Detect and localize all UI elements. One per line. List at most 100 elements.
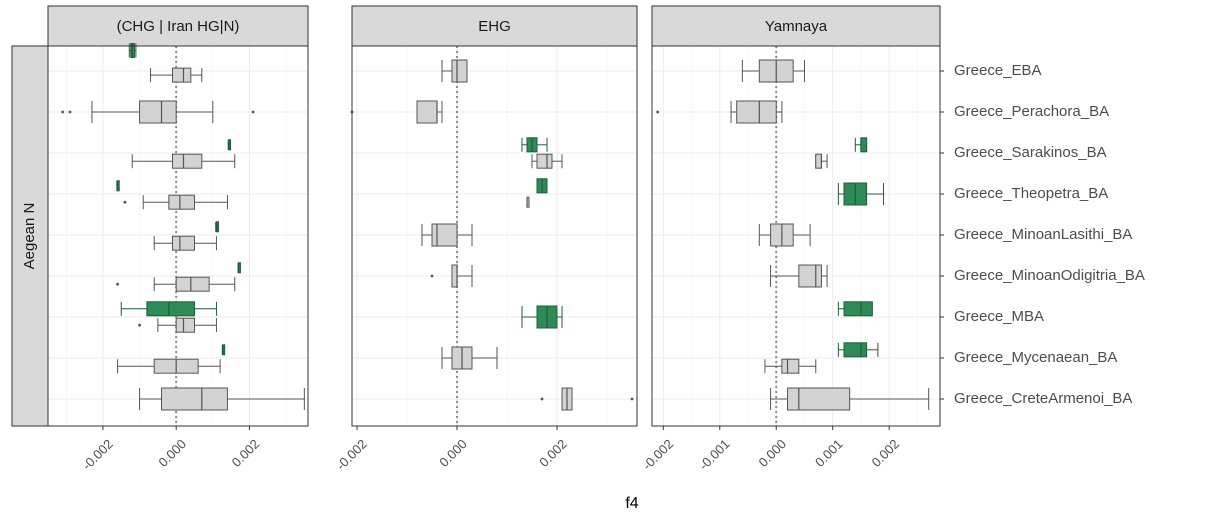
outlier-point <box>251 110 255 114</box>
category-labels: Greece_EBA Greece_Perachora_BA Greece_Sara… <box>940 62 1145 407</box>
category-label: Greece_MBA <box>954 308 1044 325</box>
row-strip-label: Aegean N <box>21 203 38 270</box>
outlier-point <box>116 282 119 286</box>
category-label: Greece_Theopetra_BA <box>954 185 1108 202</box>
box-mark <box>138 317 217 333</box>
box-mark <box>656 100 783 124</box>
box-iqr <box>798 264 822 288</box>
x-tick-label: 0.000 <box>436 436 470 470</box>
panel-strip <box>351 5 638 47</box>
panel-border <box>351 45 638 427</box>
box-mark <box>526 196 530 208</box>
box-iqr <box>139 100 177 124</box>
x-tick-label: -0.002 <box>640 436 677 473</box>
box-mark <box>123 194 228 210</box>
outlier-point <box>630 397 634 401</box>
outlier-point <box>540 397 544 401</box>
panel-ehg: EHG -0.002 0.000 0.002 <box>333 5 638 473</box>
box-mark <box>531 153 563 169</box>
box-iqr <box>431 223 458 247</box>
box-mark <box>854 137 868 153</box>
box-iqr <box>175 317 195 333</box>
box-mark <box>540 387 634 411</box>
outlier-point <box>430 274 434 278</box>
x-tick-label: -0.002 <box>333 436 370 473</box>
box-mark <box>120 301 217 317</box>
box-mark <box>117 358 221 374</box>
box-mark <box>116 180 120 192</box>
box-iqr <box>843 342 868 358</box>
box-iqr <box>175 276 210 292</box>
panel-border <box>651 45 941 427</box>
panel-background <box>352 46 637 426</box>
x-tick-label: 0.001 <box>812 436 846 470</box>
box-mark <box>441 59 468 83</box>
box-iqr <box>787 387 851 411</box>
box-mark <box>221 344 226 356</box>
box-iqr <box>172 67 192 83</box>
box-mark <box>837 182 885 206</box>
panel-yamnaya: Yamnaya -0.002 -0.001 0.000 0.001 0.002 <box>640 5 941 473</box>
outlier-point <box>656 110 660 114</box>
box-mark <box>741 59 805 83</box>
outlier-point <box>138 323 141 327</box>
box-mark <box>764 358 817 374</box>
outlier-point <box>68 110 72 114</box>
box-iqr <box>172 153 203 169</box>
panel-title: (CHG | Iran HG|N) <box>117 18 240 35</box>
box-iqr <box>843 301 873 317</box>
category-label: Greece_MinoanOdigitria_BA <box>954 267 1145 284</box>
category-label: Greece_Mycenaean_BA <box>954 349 1117 366</box>
x-tick-label: 0.002 <box>536 436 570 470</box>
box-iqr <box>781 358 800 374</box>
x-tick-label: 0.002 <box>868 436 902 470</box>
category-label: Greece_MinoanLasithi_BA <box>954 226 1132 243</box>
x-tick-label: -0.001 <box>696 436 733 473</box>
box-iqr <box>172 235 195 251</box>
box-mark <box>139 387 305 411</box>
x-tick-label: 0.000 <box>155 436 189 470</box>
box-mark <box>521 137 548 153</box>
box-mark <box>227 139 232 151</box>
panel-strip <box>651 5 941 47</box>
box-mark <box>116 276 236 292</box>
category-label: Greece_CreteArmenoi_BA <box>954 390 1132 407</box>
x-tick-label: 0.002 <box>229 436 263 470</box>
outlier-point <box>123 200 127 204</box>
panel-title: EHG <box>478 18 511 35</box>
x-tick-label: -0.002 <box>79 436 116 473</box>
row-strip: Aegean N <box>11 45 49 427</box>
box-mark <box>215 221 219 233</box>
box-mark <box>131 153 236 169</box>
box-iqr <box>451 264 458 288</box>
box-iqr <box>168 194 195 210</box>
panels: (CHG | Iran HG|N) -0.002 0.000 0.002 EHG -0.0… <box>47 5 941 473</box>
box-mark <box>758 223 811 247</box>
x-tick-label: 0.000 <box>756 436 790 470</box>
box-iqr <box>860 137 868 153</box>
box-mark <box>521 305 563 329</box>
box-iqr <box>146 301 195 317</box>
box-mark <box>770 387 930 411</box>
box-iqr <box>451 59 468 83</box>
box-mark <box>430 264 473 288</box>
box-mark <box>815 153 828 169</box>
box-iqr <box>161 387 228 411</box>
panel-title: Yamnaya <box>765 18 828 35</box>
panel-strip <box>47 5 309 47</box>
category-label: Greece_EBA <box>954 62 1042 79</box>
x-axis-title: f4 <box>625 495 638 512</box>
panel-chg-iran-hg-n: (CHG | Iran HG|N) -0.002 0.000 0.002 <box>47 5 309 473</box>
box-mark <box>536 178 548 194</box>
box-mark <box>421 223 473 247</box>
box-mark <box>770 264 828 288</box>
box-iqr <box>416 100 438 124</box>
box-iqr <box>536 153 553 169</box>
box-iqr <box>736 100 777 124</box>
box-mark <box>237 262 241 274</box>
box-mark <box>837 301 873 317</box>
box-mark <box>150 67 203 83</box>
box-mark <box>441 346 498 370</box>
box-iqr <box>815 153 822 169</box>
